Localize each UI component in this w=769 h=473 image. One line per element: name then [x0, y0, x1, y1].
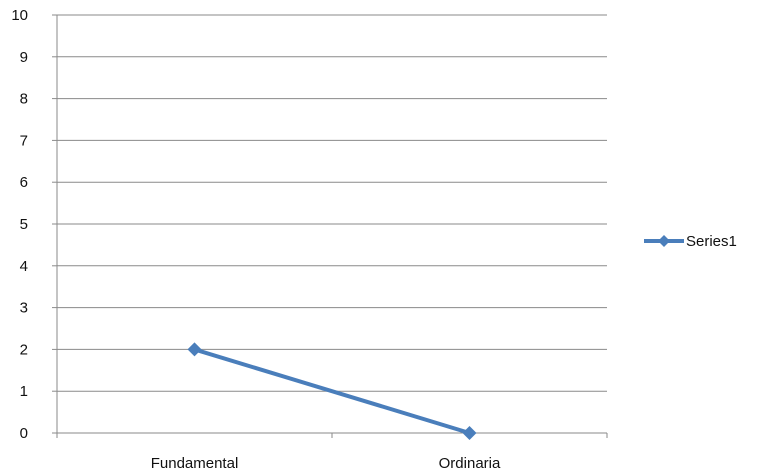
series-line — [193, 347, 471, 435]
x-tick-label: Ordinaria — [439, 455, 501, 472]
y-tick-labels: 0 1 2 3 4 5 6 7 8 9 10 — [11, 7, 28, 442]
y-tick-label: 0 — [20, 425, 28, 442]
y-tick-label: 5 — [20, 216, 28, 233]
legend-label: Series1 — [686, 233, 737, 250]
gridlines — [57, 14, 607, 392]
series-layer — [187, 342, 477, 440]
y-tick-label: 2 — [20, 341, 28, 358]
y-tick-label: 9 — [20, 49, 28, 66]
legend: Series1 — [644, 233, 737, 250]
y-tick-label: 6 — [20, 174, 28, 191]
axes — [52, 14, 608, 438]
y-tick-label: 7 — [20, 132, 28, 149]
y-tick-label: 8 — [20, 91, 28, 108]
data-point — [187, 342, 202, 357]
y-tick-label: 4 — [20, 258, 28, 275]
data-point — [462, 426, 477, 440]
y-tick-label: 10 — [11, 7, 28, 24]
legend-marker — [658, 235, 670, 247]
x-tick-label: Fundamental — [151, 455, 239, 472]
x-tick-labels: Fundamental Ordinaria — [151, 455, 501, 472]
y-tick-label: 3 — [20, 300, 28, 317]
y-tick-label: 1 — [20, 383, 28, 400]
